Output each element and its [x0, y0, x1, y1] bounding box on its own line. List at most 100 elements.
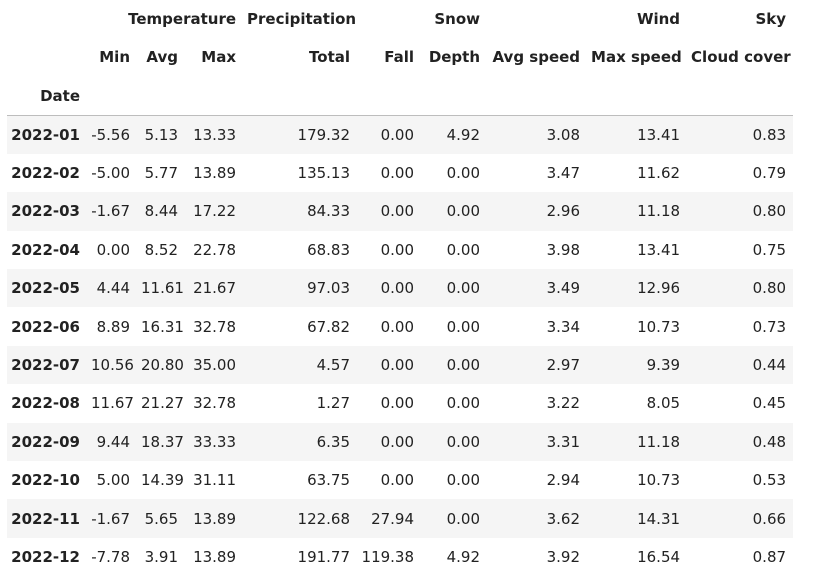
cell-fall: 0.00: [380, 317, 415, 336]
cell-avg-speed: 3.31: [546, 432, 581, 451]
cell-cloud-cover: 0.87: [752, 547, 787, 566]
cell-fall: 0.00: [380, 202, 415, 221]
header-col-avg-speed: Avg speed: [492, 48, 581, 66]
cell-max-speed: 8.05: [646, 394, 681, 413]
cell-fall: 0.00: [380, 279, 415, 298]
cell-fall: 0.00: [380, 471, 415, 490]
table-row: 2022-07 10.56 20.80 35.00 4.57 0.00 0.00 2.97 9.…: [7, 345, 794, 385]
cell-avg: 20.80: [141, 356, 184, 375]
cell-avg-speed: 3.49: [546, 279, 581, 298]
cell-cloud-cover: 0.79: [752, 164, 787, 183]
cell-fall: 0.00: [380, 164, 415, 183]
cell-total: 63.75: [307, 471, 351, 490]
table-row: 2022-04 0.00 8.52 22.78 68.83 0.00 0.00 3.98 13.…: [7, 230, 794, 270]
table-row: 2022-05 4.44 11.61 21.67 97.03 0.00 0.00 3.49 12…: [7, 269, 794, 308]
cell-fall: 27.94: [371, 509, 415, 528]
index-name: Date: [40, 86, 80, 105]
header-blank-cell: [7, 38, 87, 76]
cell-fall: 0.00: [380, 125, 415, 144]
cell-total: 1.27: [316, 394, 351, 413]
cell-total: 68.83: [307, 240, 351, 259]
header-col-total: Total: [309, 48, 351, 66]
cell-avg: 5.77: [144, 164, 178, 183]
cell-depth: 0.00: [446, 471, 481, 490]
table-row: 2022-03 -1.67 8.44 17.22 84.33 0.00 0.00 2.96 11…: [7, 192, 794, 231]
cell-min: -5.00: [91, 164, 130, 183]
cell-avg-speed: 3.47: [546, 164, 581, 183]
cell-cloud-cover: 0.53: [752, 471, 787, 490]
cell-depth: 0.00: [446, 432, 481, 451]
cell-depth: 0.00: [446, 279, 481, 298]
cell-max: 13.89: [193, 164, 237, 183]
cell-cloud-cover: 0.80: [752, 202, 787, 221]
row-index-date: 2022-11: [11, 509, 80, 528]
cell-max-speed: 16.54: [637, 547, 681, 566]
cell-min: -1.67: [91, 202, 130, 221]
row-index-date: 2022-10: [11, 471, 80, 490]
cell-avg: 8.44: [144, 202, 178, 221]
cell-fall: 119.38: [361, 547, 415, 566]
cell-depth: 0.00: [446, 240, 481, 259]
cell-max-speed: 11.18: [637, 432, 681, 451]
cell-depth: 0.00: [446, 202, 481, 221]
header-col-max-speed: Max speed: [591, 48, 682, 66]
cell-avg-speed: 3.98: [546, 240, 581, 259]
row-index-date: 2022-07: [11, 356, 80, 375]
table-body: 2022-01 -5.56 5.13 13.33 179.32 0.00 4.92 3.08 1…: [7, 115, 794, 577]
cell-min: 10.56: [91, 356, 134, 375]
header-group-temperature: Temperature: [128, 10, 237, 28]
cell-max: 17.22: [193, 202, 237, 221]
cell-max: 31.11: [193, 471, 237, 490]
table-row: 2022-06 8.89 16.31 32.78 67.82 0.00 0.00 3.34 10…: [7, 307, 794, 346]
cell-max-speed: 10.73: [637, 317, 681, 336]
header-group-precipitation: Precipitation: [247, 10, 357, 28]
row-index-date: 2022-05: [11, 279, 80, 298]
row-index-date: 2022-09: [11, 432, 80, 451]
cell-total: 6.35: [316, 432, 351, 451]
row-index-date: 2022-04: [11, 240, 80, 259]
cell-avg: 5.13: [144, 125, 178, 144]
cell-avg-speed: 3.34: [546, 317, 581, 336]
cell-fall: 0.00: [380, 432, 415, 451]
header-row-columns: Min Avg Max Total Fall Depth Avg speed M…: [7, 38, 793, 76]
cell-max-speed: 11.62: [637, 164, 681, 183]
cell-avg-speed: 3.62: [546, 509, 581, 528]
cell-total: 84.33: [307, 202, 351, 221]
cell-fall: 0.00: [380, 394, 415, 413]
cell-avg-speed: 2.97: [546, 356, 581, 375]
cell-max-speed: 14.31: [637, 509, 681, 528]
cell-avg-speed: 3.08: [546, 125, 581, 144]
cell-max: 13.89: [193, 509, 237, 528]
cell-total: 179.32: [297, 125, 351, 144]
row-index-date: 2022-02: [11, 164, 80, 183]
cell-depth: 4.92: [446, 547, 481, 566]
cell-avg: 16.31: [141, 317, 184, 336]
cell-cloud-cover: 0.45: [752, 394, 787, 413]
header-row-groups: Temperature Precipitation Snow Wind Sky: [7, 0, 793, 38]
header-col-avg: Avg: [146, 48, 178, 66]
cell-fall: 0.00: [380, 356, 415, 375]
cell-cloud-cover: 0.80: [752, 279, 787, 298]
cell-depth: 0.00: [446, 164, 481, 183]
cell-max: 32.78: [193, 317, 237, 336]
cell-avg-speed: 3.92: [546, 547, 581, 566]
header-col-fall: Fall: [384, 48, 415, 66]
cell-avg: 8.52: [144, 240, 178, 259]
table-row: 2022-10 5.00 14.39 31.11 63.75 0.00 0.00 2.94 10…: [7, 461, 794, 500]
cell-avg-speed: 3.22: [546, 394, 581, 413]
cell-min: 11.67: [91, 394, 134, 413]
cell-avg: 21.27: [141, 394, 184, 413]
cell-depth: 4.92: [446, 125, 481, 144]
cell-depth: 0.00: [446, 509, 481, 528]
cell-total: 67.82: [307, 317, 351, 336]
cell-fall: 0.00: [380, 240, 415, 259]
header-blank-cell: [7, 0, 87, 38]
cell-avg: 11.61: [141, 279, 184, 298]
header-group-wind: Wind: [636, 10, 681, 28]
header-col-cloud-cover: Cloud cover: [691, 48, 791, 66]
cell-min: -1.67: [91, 509, 130, 528]
cell-max-speed: 10.73: [637, 471, 681, 490]
table-row: 2022-08 11.67 21.27 32.78 1.27 0.00 0.00 3.22 8.…: [7, 384, 794, 423]
cell-max: 13.33: [193, 125, 237, 144]
cell-max-speed: 12.96: [637, 279, 681, 298]
